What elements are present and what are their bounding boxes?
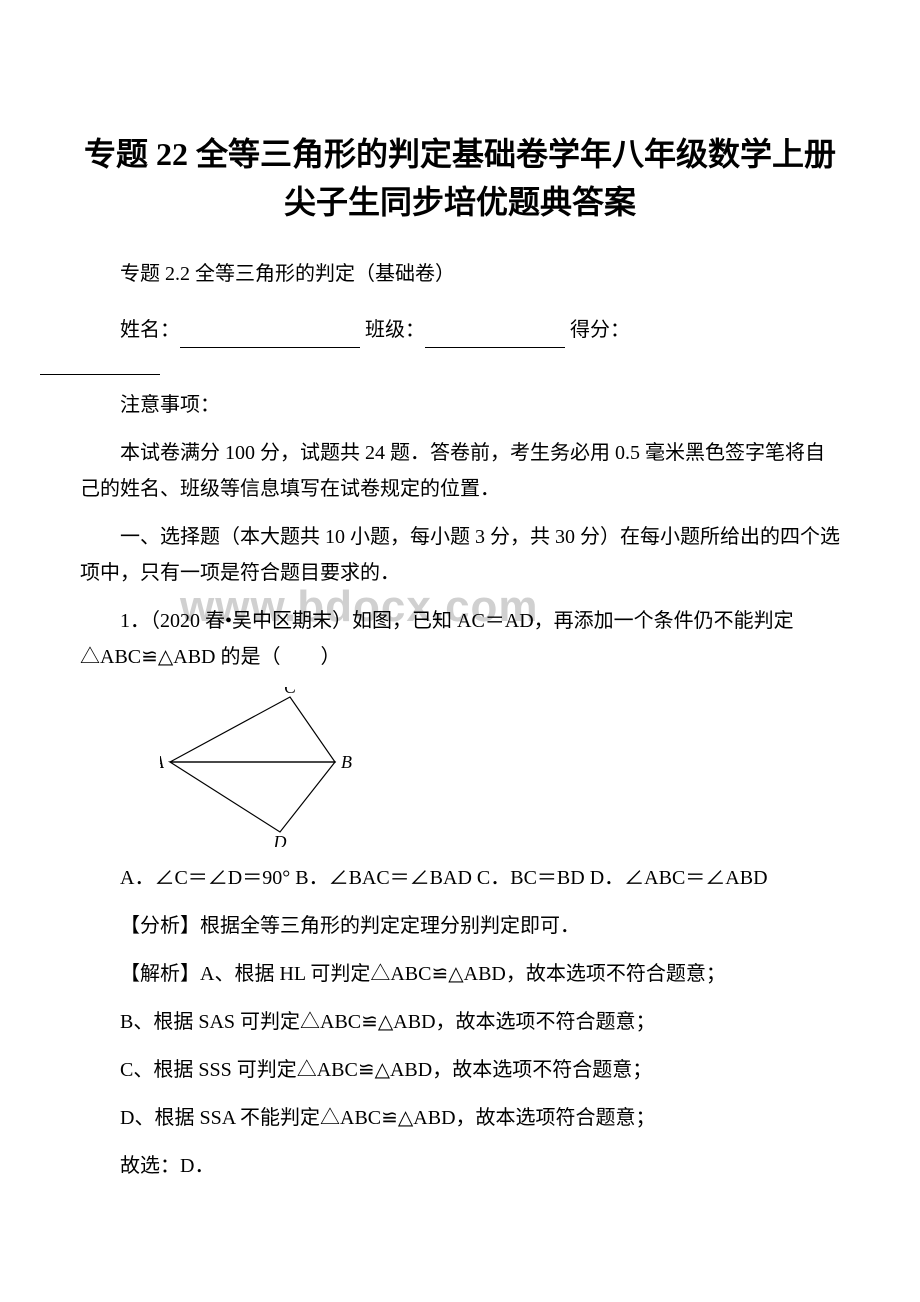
form-row: 姓名： 班级： 得分：: [80, 312, 840, 348]
q1-options: A．∠C＝∠D＝90° B．∠BAC＝∠BAD C．BC＝BD D．∠ABC＝∠…: [80, 860, 840, 896]
class-blank: [425, 324, 565, 348]
name-blank: [180, 324, 360, 348]
q1-sol-d: D、根据 SSA 不能判定△ABC≌△ABD，故本选项符合题意；: [120, 1100, 840, 1136]
section-1-heading: 一、选择题（本大题共 10 小题，每小题 3 分，共 30 分）在每小题所给出的…: [80, 519, 840, 591]
triangle-abd: [170, 762, 335, 832]
score-blank: [40, 356, 160, 375]
main-title: 专题 22 全等三角形的判定基础卷学年八年级数学上册尖子生同步培优题典答案: [80, 130, 840, 226]
class-label: 班级：: [365, 319, 425, 341]
notice-body: 本试卷满分 100 分，试题共 24 题．答卷前，考生务必用 0.5 毫米黑色签…: [80, 435, 840, 507]
q1-analysis: 【分析】根据全等三角形的判定定理分别判定即可．: [80, 908, 840, 944]
subtitle: 专题 2.2 全等三角形的判定（基础卷）: [80, 256, 840, 292]
q1-answer: 故选：D．: [120, 1148, 840, 1184]
q1-sol-b: B、根据 SAS 可判定△ABC≌△ABD，故本选项不符合题意；: [120, 1004, 840, 1040]
notice-label: 注意事项：: [80, 387, 840, 423]
q1-sol-a: 【解析】A、根据 HL 可判定△ABC≌△ABD，故本选项不符合题意；: [80, 956, 840, 992]
q1-stem: 1．（2020 春•吴中区期末）如图，已知 AC＝AD，再添加一个条件仍不能判定…: [80, 603, 840, 675]
triangle-abc: [170, 697, 335, 762]
label-b: B: [341, 752, 352, 772]
label-d: D: [273, 832, 287, 847]
name-label: 姓名：: [120, 319, 180, 341]
document-content: 专题 22 全等三角形的判定基础卷学年八年级数学上册尖子生同步培优题典答案 专题…: [80, 130, 840, 1184]
q1-diagram: A B C D: [160, 687, 840, 852]
score-label: 得分：: [570, 319, 630, 341]
label-a: A: [160, 752, 165, 772]
kite-diagram-svg: A B C D: [160, 687, 370, 847]
label-c: C: [284, 687, 297, 697]
q1-sol-c: C、根据 SSS 可判定△ABC≌△ABD，故本选项不符合题意；: [120, 1052, 840, 1088]
